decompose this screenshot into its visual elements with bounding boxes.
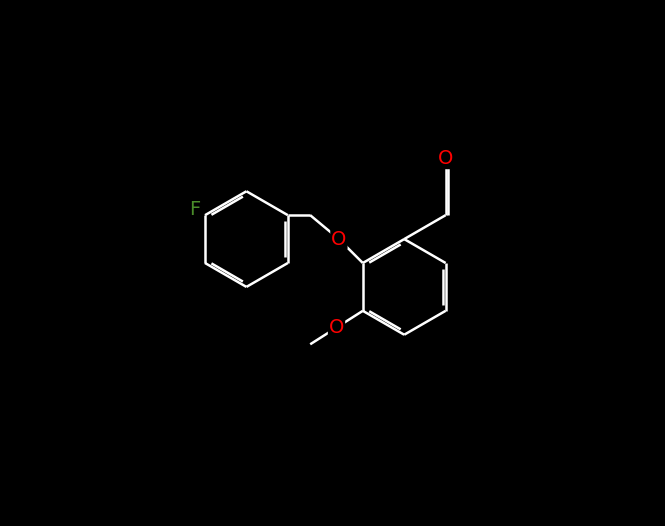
Text: O: O (438, 149, 454, 168)
Text: O: O (331, 229, 346, 249)
Text: F: F (189, 200, 200, 219)
Text: O: O (329, 318, 344, 337)
